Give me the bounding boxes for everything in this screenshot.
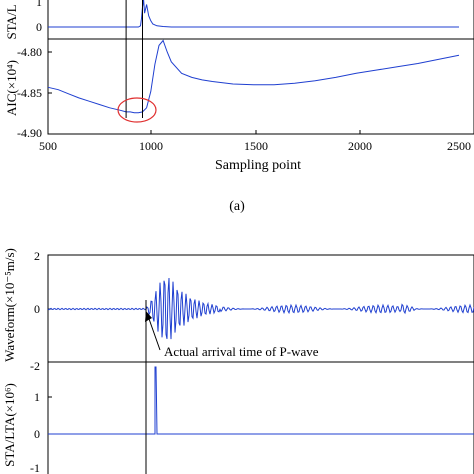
xtick-2000: 2000 [348,139,372,153]
xtick-2500: 2500 [447,139,471,153]
tick-aic-490: -4.90 [17,126,42,140]
tick-aic-480: -4.80 [17,45,42,59]
tick-a-top-0: 0 [36,20,42,34]
tick-sl-1: 1 [34,390,40,404]
xtick-1500: 1500 [244,139,268,153]
xlabel-a: Sampling point [215,158,301,173]
tick-sl-m1: -1 [30,461,40,474]
tick-aic-485: -4.85 [17,86,42,100]
stalta-a-series [48,0,459,28]
xtick-1000: 1000 [139,139,163,153]
panel-a-frame [47,0,474,135]
panel-b: Waveform(×10⁻⁵m/s) STA/LTA(×10⁶) 2 0 -2 … [2,248,474,474]
waveform-series [47,277,474,340]
waveform-ylabel: Waveform(×10⁻⁵m/s) [2,248,17,362]
panel-a: STA/L AIC(×10⁴) 1 0 -4.80 -4.85 -4.90 50… [4,0,474,173]
xtick-500: 500 [39,139,57,153]
panel-b-frame [47,254,474,474]
stalta-ylabel-a: STA/L [4,4,19,39]
aic-ylabel: AIC(×10⁴) [4,60,19,116]
tick-sl-0: 0 [34,427,40,441]
tick-wave-m2: -2 [30,359,40,373]
caption-a: (a) [229,199,245,214]
tick-wave-0: 0 [34,302,40,316]
stalta-b-series [48,366,474,435]
annotation-arrow [147,315,161,351]
aic-series [47,39,460,114]
tick-wave-2: 2 [34,249,40,263]
annotation-arrowhead [145,311,152,322]
stalta-ylabel-b: STA/LTA(×10⁶) [2,383,17,467]
arrival-annotation: Actual arrival time of P-wave [164,344,319,359]
tick-a-top-1: 1 [36,0,42,9]
aic-minimum-highlight [117,97,157,123]
